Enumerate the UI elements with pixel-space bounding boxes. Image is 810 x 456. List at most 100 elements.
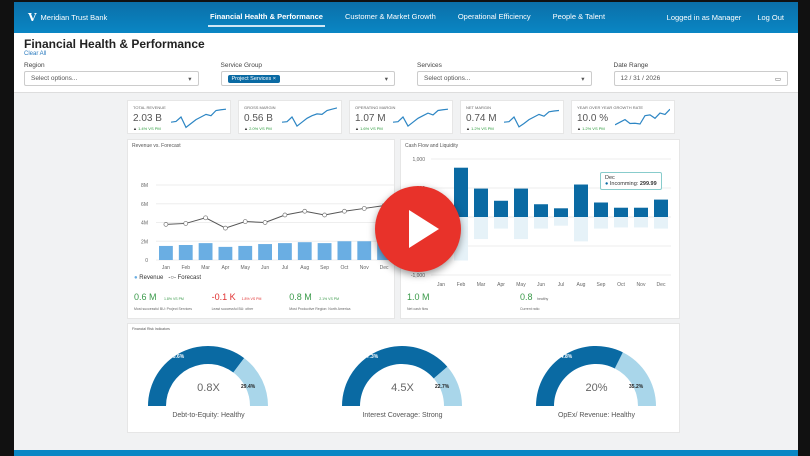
kpi-delta-text: 1.2% VS PM (471, 126, 494, 131)
revenue-bar[interactable] (357, 241, 372, 260)
region-placeholder: Select options... (31, 75, 78, 82)
revenue-bar[interactable] (297, 242, 312, 260)
incoming-bar[interactable] (634, 207, 648, 217)
gauge-value: 0.8X (197, 382, 220, 394)
outgoing-bar[interactable] (534, 217, 548, 229)
gauge-pct-b: 22.7% (435, 384, 450, 390)
x-tick: Feb (457, 282, 466, 288)
outgoing-bar[interactable] (554, 217, 568, 226)
revenue-chart: 0 2M 4M 6M 8M Jan Feb Mar Apr May Jun Jul Aug Sep Oct N… (141, 183, 394, 271)
incoming-bar[interactable] (594, 202, 608, 218)
sparkline (393, 108, 448, 128)
gauge-segment-rest[interactable] (614, 352, 656, 406)
forecast-point[interactable] (282, 212, 288, 218)
play-button[interactable] (375, 186, 461, 272)
gauge-segment-primary[interactable] (342, 346, 448, 406)
outgoing-bar[interactable] (594, 217, 608, 229)
net-cash-value: 1.0 M (407, 292, 430, 302)
incoming-bar[interactable] (454, 167, 468, 217)
legend-revenue[interactable]: Revenue (139, 275, 164, 281)
kpi-value: 1.07 M (355, 113, 386, 124)
x-tick: Sep (597, 282, 606, 288)
brand[interactable]: V Meridian Trust Bank (28, 11, 208, 24)
gauge-segment-rest[interactable] (233, 358, 268, 406)
forecast-point[interactable] (183, 221, 189, 226)
forecast-point[interactable] (242, 219, 248, 224)
services-select[interactable]: Select options... ▾ (417, 71, 592, 86)
revenue-bar[interactable] (258, 244, 272, 260)
gauge-label: Debt-to-Equity: Healthy (172, 412, 245, 419)
tab-financial[interactable]: Financial Health & Performance (208, 8, 325, 27)
gauge-pct-a: 70.6% (170, 354, 185, 360)
x-tick: May (516, 282, 526, 288)
service-group-select[interactable]: Project Services × ▾ (220, 71, 395, 86)
incoming-bar[interactable] (474, 188, 488, 217)
incoming-bar[interactable] (494, 200, 508, 217)
outgoing-bar[interactable] (514, 217, 528, 240)
outgoing-bar[interactable] (614, 217, 628, 228)
x-tick: Jul (282, 265, 288, 271)
gauge-segment-primary[interactable] (148, 346, 245, 406)
forecast-point[interactable] (203, 215, 208, 221)
brand-name: Meridian Trust Bank (40, 13, 108, 22)
incoming-bar[interactable] (654, 199, 668, 217)
outgoing-bar[interactable] (634, 217, 648, 228)
date-input[interactable]: 12 / 31 / 2026 ▭ (613, 71, 788, 86)
stat-delta: 2.1% VS PM (319, 297, 340, 301)
incoming-bar[interactable] (574, 184, 588, 217)
forecast-point[interactable] (262, 220, 268, 225)
x-tick: Nov (360, 265, 369, 271)
outgoing-bar[interactable] (574, 217, 588, 242)
revenue-bar[interactable] (178, 245, 193, 260)
sparkline (171, 108, 226, 129)
outgoing-bar[interactable] (474, 217, 488, 240)
y-tick: 0 (145, 258, 148, 264)
forecast-point[interactable] (302, 208, 308, 214)
revenue-bar[interactable] (198, 243, 213, 260)
kpi-label: Gross Margin (244, 105, 276, 110)
revenue-bar[interactable] (317, 243, 332, 260)
up-arrow-icon: ▲ (355, 126, 361, 131)
kpi-label: Total Revenue (133, 105, 166, 110)
outgoing-bar[interactable] (494, 217, 508, 229)
forecast-point[interactable] (342, 208, 347, 214)
sparkline-path (282, 107, 337, 128)
dashboard: V Meridian Trust Bank Financial Health & … (14, 2, 798, 456)
gauge-segment-rest[interactable] (433, 366, 462, 406)
revenue-bar[interactable] (238, 245, 253, 260)
calendar-icon[interactable]: ▭ (774, 75, 781, 83)
gauge-label: Interest Coverage: Strong (362, 412, 443, 419)
user-status: Logged in as Manager (666, 13, 742, 22)
region-select[interactable]: Select options... ▾ (24, 71, 199, 86)
revenue-bar[interactable] (278, 243, 292, 260)
incoming-bar[interactable] (614, 207, 628, 217)
forecast-point[interactable] (322, 212, 327, 218)
forecast-point[interactable] (163, 222, 169, 227)
net-cash-label: Net cash flow (407, 307, 429, 311)
x-tick: Mar (201, 265, 210, 271)
revenue-bar[interactable] (159, 245, 173, 260)
forecast-point[interactable] (223, 225, 228, 231)
current-ratio-note: healthy (537, 297, 549, 301)
tab-operational[interactable]: Operational Efficiency (457, 12, 531, 21)
legend-forecast[interactable]: Forecast (177, 275, 201, 281)
gauge-segment-primary[interactable] (536, 345, 623, 406)
outgoing-bar[interactable] (654, 217, 668, 229)
revenue-bar[interactable] (337, 241, 352, 260)
revenue-bar[interactable] (218, 246, 233, 260)
clear-all-link[interactable]: Clear All (24, 51, 47, 57)
sparkline-path (171, 108, 226, 129)
incoming-bar[interactable] (534, 204, 548, 217)
tab-people[interactable]: People & Talent (552, 12, 606, 21)
forecast-point[interactable] (361, 206, 367, 211)
stat-value: 0.8 M (289, 292, 312, 302)
y-tick: 8M (141, 183, 148, 189)
sparkline (282, 107, 337, 128)
incoming-bar[interactable] (554, 208, 568, 217)
logout-link[interactable]: Log Out (757, 13, 784, 22)
incoming-bar[interactable] (514, 188, 528, 217)
service-chip[interactable]: Project Services × (227, 74, 280, 83)
tooltip-value: 299.99 (639, 181, 657, 187)
tab-customer[interactable]: Customer & Market Growth (344, 12, 436, 21)
tooltip: Dec ● Incomming: 299.99 (600, 172, 662, 190)
